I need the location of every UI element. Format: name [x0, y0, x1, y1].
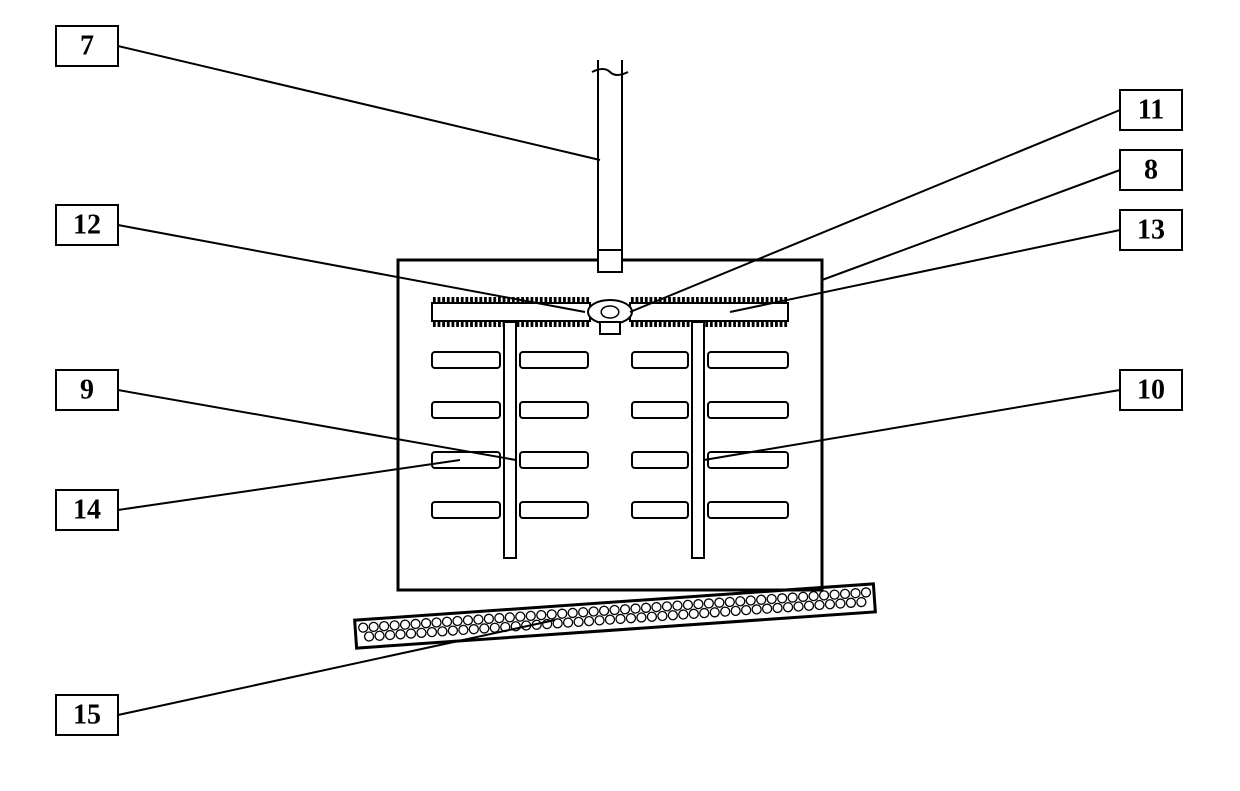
label-text-15: 15	[73, 699, 101, 730]
label-text-14: 14	[73, 494, 101, 525]
label-text-12: 12	[73, 209, 101, 240]
label-text-13: 13	[1137, 214, 1165, 245]
label-text-7: 7	[80, 30, 94, 61]
label-text-10: 10	[1137, 374, 1165, 405]
label-text-11: 11	[1138, 94, 1164, 125]
label-text-9: 9	[80, 374, 94, 405]
label-text-8: 8	[1144, 154, 1158, 185]
engineering-diagram: 7 12 9 14 15 11 8 13 10	[0, 0, 1240, 791]
